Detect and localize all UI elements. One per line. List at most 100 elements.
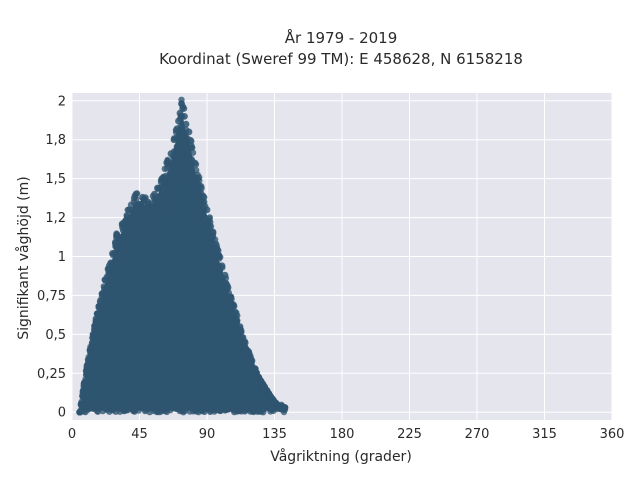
data-point <box>166 191 174 199</box>
chart-title: År 1979 - 2019 Koordinat (Sweref 99 TM):… <box>0 28 640 70</box>
data-point <box>98 290 106 298</box>
data-point <box>187 182 194 189</box>
data-point <box>171 173 179 180</box>
data-point <box>160 193 167 201</box>
data-point <box>112 239 119 247</box>
data-point <box>139 210 146 217</box>
data-point <box>192 193 199 200</box>
data-point <box>249 408 256 415</box>
x-tick-label: 135 <box>262 427 287 442</box>
data-point <box>195 216 202 223</box>
data-point <box>89 331 97 338</box>
data-point <box>154 228 161 235</box>
y-tick-label: 1 <box>58 250 66 265</box>
data-point <box>161 165 168 172</box>
data-point <box>225 406 232 413</box>
data-point <box>109 407 117 414</box>
data-point <box>101 276 109 284</box>
data-point <box>176 168 183 175</box>
data-point <box>131 407 138 414</box>
data-point <box>233 317 241 325</box>
data-point <box>134 216 142 224</box>
data-point <box>230 302 238 310</box>
data-point <box>139 193 146 201</box>
data-point <box>128 241 136 248</box>
data-point <box>197 183 205 190</box>
data-point <box>162 202 170 209</box>
data-point <box>118 240 126 247</box>
data-point <box>131 192 139 200</box>
data-point <box>179 103 187 111</box>
x-axis-label: Vågriktning (grader) <box>270 448 412 465</box>
y-tick-label: 1,2 <box>45 211 66 226</box>
title-line-1: År 1979 - 2019 <box>284 29 398 47</box>
y-tick-label: 0 <box>58 406 66 421</box>
data-point <box>169 166 177 173</box>
data-point <box>118 258 125 265</box>
data-point <box>200 193 208 201</box>
data-point <box>251 365 259 372</box>
data-point <box>141 404 148 411</box>
data-point <box>140 232 148 240</box>
data-point <box>123 213 131 220</box>
data-point <box>187 136 194 144</box>
data-point <box>167 150 175 158</box>
data-point <box>146 200 154 208</box>
data-point <box>83 362 91 369</box>
title-line-2: Koordinat (Sweref 99 TM): E 458628, N 61… <box>159 50 523 68</box>
data-point <box>164 159 172 167</box>
data-point <box>158 175 166 183</box>
data-point <box>92 315 100 323</box>
data-point <box>185 128 193 136</box>
data-point <box>270 405 277 412</box>
y-axis-label: Signifikant våghöjd (m) <box>15 176 32 339</box>
y-tick-label: 0,75 <box>37 289 66 304</box>
data-point <box>194 175 202 183</box>
data-point <box>94 403 102 410</box>
data-point <box>124 246 131 253</box>
data-point <box>134 204 141 212</box>
data-point <box>197 401 205 408</box>
data-point <box>80 380 88 388</box>
data-point <box>126 224 134 231</box>
data-point <box>236 406 243 414</box>
data-point <box>129 231 136 238</box>
data-point <box>170 136 178 144</box>
data-point <box>139 221 147 229</box>
data-point <box>121 218 128 226</box>
data-point <box>105 401 112 409</box>
data-point <box>191 159 199 167</box>
data-point <box>212 240 220 248</box>
y-tick-label: 0,5 <box>45 328 66 343</box>
data-point <box>203 206 211 214</box>
data-point <box>119 224 126 231</box>
data-point <box>181 113 188 120</box>
data-point <box>224 284 232 291</box>
data-point <box>197 210 204 218</box>
x-tick-label: 45 <box>131 427 148 442</box>
data-point <box>188 187 195 195</box>
data-point <box>129 236 136 243</box>
data-point <box>175 131 182 138</box>
data-point <box>206 218 214 226</box>
data-point <box>167 181 174 188</box>
data-point <box>218 262 226 270</box>
data-point <box>189 149 197 156</box>
data-point <box>245 349 253 357</box>
data-point <box>192 210 199 217</box>
data-point <box>227 293 235 301</box>
data-point <box>182 401 190 408</box>
data-point <box>129 212 137 220</box>
data-point <box>159 183 167 191</box>
data-point <box>173 405 181 413</box>
data-point <box>147 209 154 216</box>
data-point <box>275 402 283 410</box>
x-tick-label: 270 <box>465 427 490 442</box>
data-point <box>172 180 180 187</box>
data-point <box>215 253 223 260</box>
data-point <box>226 310 233 317</box>
data-point <box>221 271 229 279</box>
data-point <box>182 120 190 128</box>
data-point <box>103 291 111 298</box>
